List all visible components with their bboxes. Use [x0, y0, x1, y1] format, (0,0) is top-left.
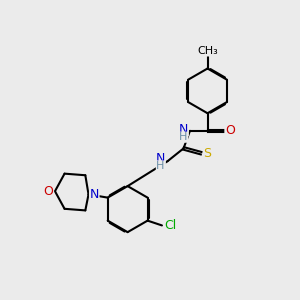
- Text: CH₃: CH₃: [197, 46, 218, 56]
- Text: O: O: [225, 124, 235, 137]
- Text: H: H: [156, 161, 165, 171]
- Text: Cl: Cl: [164, 219, 176, 232]
- Text: O: O: [44, 185, 53, 198]
- Text: S: S: [203, 147, 211, 160]
- Text: N: N: [90, 188, 99, 201]
- Text: N: N: [179, 123, 188, 136]
- Text: N: N: [156, 152, 165, 165]
- Text: H: H: [179, 132, 188, 142]
